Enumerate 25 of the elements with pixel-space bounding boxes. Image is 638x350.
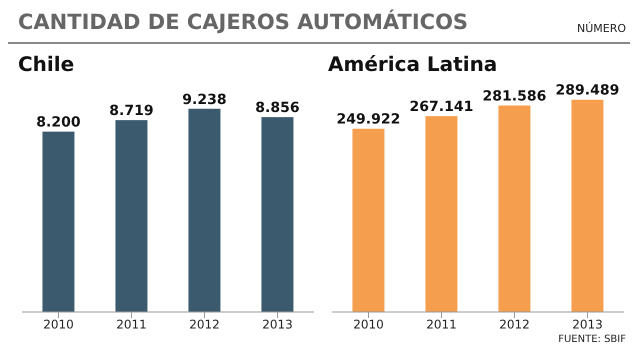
data-label: 8.719 [109,103,154,120]
data-label: 267.141 [410,99,474,116]
data-label: 249.922 [336,112,400,128]
text: NÚMERO [576,22,626,35]
data-label: 281.586 [482,88,546,105]
x-tick-label: 2013 [262,318,293,332]
data-label: 9.238 [182,92,227,108]
data-label: 8.200 [36,114,81,131]
x-tick-label: 2011 [426,318,457,332]
bar [425,116,458,312]
x-tick-label: 2010 [353,318,384,332]
chart-title: América Latina [328,52,498,78]
source-note: FUENTE: SBIF [558,334,626,345]
x-tick-label: 2013 [572,318,603,332]
bar [571,100,604,312]
chart-title: Chile [18,52,76,78]
text: CANTIDAD DE CAJEROS AUTOMÁTICOS [18,10,468,34]
x-tick-label: 2012 [189,318,220,332]
bar [352,128,384,312]
data-label: 289.489 [556,82,620,99]
data-label: 8.856 [255,100,300,116]
x-tick-label: 2012 [499,318,530,332]
bar [498,106,530,312]
x-tick-label: 2011 [116,318,147,332]
x-tick-label: 2010 [43,318,74,332]
